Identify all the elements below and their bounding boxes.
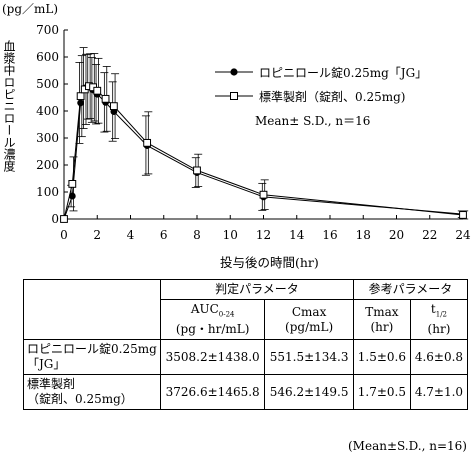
x-tick-label: 16 [322,228,337,242]
y-tick-label: 300 [36,131,59,145]
legend-item-test: ロピニロール錠0.25mg「JG」 [215,60,427,84]
x-tick-label: 24 [455,228,471,242]
legend-label-reference: 標準製剤（錠剤、0.25mg) [259,89,406,104]
header-cmax: Cmax (pg/mL) [264,298,354,341]
data-point [101,94,110,103]
header-thalf-unit: (hr) [427,322,451,337]
row-name-line2: （錠剤、0.25mg） [27,392,133,407]
cell-tmax: 1.5±0.6 [352,339,411,376]
data-point [76,92,85,101]
x-tick-label: 20 [389,228,404,242]
y-axis-label: 血漿中ロピニロール濃度 [2,40,16,172]
header-auc-label: AUC [190,302,219,316]
data-point [143,138,152,147]
x-tick-label: 10 [223,228,238,242]
y-tick-label: 700 [36,23,59,37]
x-tick-label: 14 [289,228,305,242]
legend-marker-filled-circle [215,68,253,76]
data-point [109,102,118,111]
y-tick-label: 100 [36,185,59,199]
data-point [68,192,76,200]
y-tick-label: 400 [36,104,59,118]
y-tick-label: 600 [36,50,59,64]
legend: ロピニロール錠0.25mg「JG」 標準製剤（錠剤、0.25mg) Mean± … [215,60,427,132]
x-tick-label: 4 [127,228,135,242]
table-header-row-1: 判定パラメータ 参考パラメータ [23,278,469,341]
header-tmax: Tmax (hr) [352,298,411,341]
parameter-table: 判定パラメータ 参考パラメータ AUC0-24 (pg・hr/mL) Cmax … [23,278,469,411]
header-tmax-unit: (hr) [370,319,394,334]
data-point [259,190,268,199]
row-name-line1: ロピニロール錠0.25mg [27,342,157,357]
header-thalf: t1/2 (hr) [409,298,469,341]
x-tick-label: 22 [422,228,437,242]
data-point [193,166,201,175]
y-tick-label: 0 [51,212,59,226]
header-tmax-label: Tmax [365,304,399,319]
y-tick-label: 500 [36,77,59,91]
header-judge-params: 判定パラメータ [160,279,354,300]
data-point [459,211,467,219]
cell-cmax: 546.2±149.5 [264,374,354,411]
x-tick-label: 12 [256,228,271,242]
data-point [93,86,102,95]
table-footnote: (Mean±S.D., n=16) [348,439,467,453]
header-ref-params: 参考パラメータ [352,279,469,300]
table-row: 標準製剤 （錠剤、0.25mg） 3726.6±1465.8 546.2±149… [23,374,469,411]
row-name: 標準製剤 （錠剤、0.25mg） [23,374,161,411]
x-axis-label: 投与後の時間(hr) [220,255,319,270]
data-point [60,215,68,223]
header-auc: AUC0-24 (pg・hr/mL) [159,298,266,341]
legend-label-test: ロピニロール錠0.25mg「JG」 [259,65,428,80]
x-tick-label: 6 [160,228,168,242]
cell-thalf: 4.6±0.8 [409,339,469,376]
cell-tmax: 1.7±0.5 [352,374,411,411]
row-name: ロピニロール錠0.25mg 「JG」 [23,339,161,376]
row-name-line2: 「JG」 [27,357,66,372]
header-thalf-sub: 1/2 [435,310,447,319]
x-tick-label: 8 [193,228,201,242]
x-tick-label: 18 [356,228,371,242]
header-auc-unit: (pg・hr/mL) [175,322,250,337]
header-auc-sub: 0-24 [218,310,235,319]
table-row: ロピニロール錠0.25mg 「JG」 3508.2±1438.0 551.5±1… [23,339,469,376]
header-cmax-label: Cmax [291,304,327,319]
legend-item-reference: 標準製剤（錠剤、0.25mg) [215,84,427,108]
legend-note: Mean± S.D., n＝16 [255,113,371,128]
y-tick-label: 200 [36,158,59,172]
y-unit-label: (pg／mL) [2,2,59,16]
data-point [77,99,85,107]
legend-marker-open-square [215,92,253,100]
x-tick-label: 2 [93,228,101,242]
header-thalf-label: t [430,302,436,316]
cell-cmax: 551.5±134.3 [264,339,354,376]
cell-auc: 3508.2±1438.0 [159,339,266,376]
header-cmax-unit: (pg/mL) [285,319,334,334]
data-point [68,180,77,188]
table-corner-cell [23,278,161,341]
row-name-line1: 標準製剤 [27,377,76,392]
cell-auc: 3726.6±1465.8 [159,374,266,411]
table-header-row-2: AUC0-24 (pg・hr/mL) Cmax (pg/mL) Tmax (hr… [24,298,469,341]
cell-thalf: 4.7±1.0 [409,374,469,411]
x-tick-label: 0 [60,228,68,242]
